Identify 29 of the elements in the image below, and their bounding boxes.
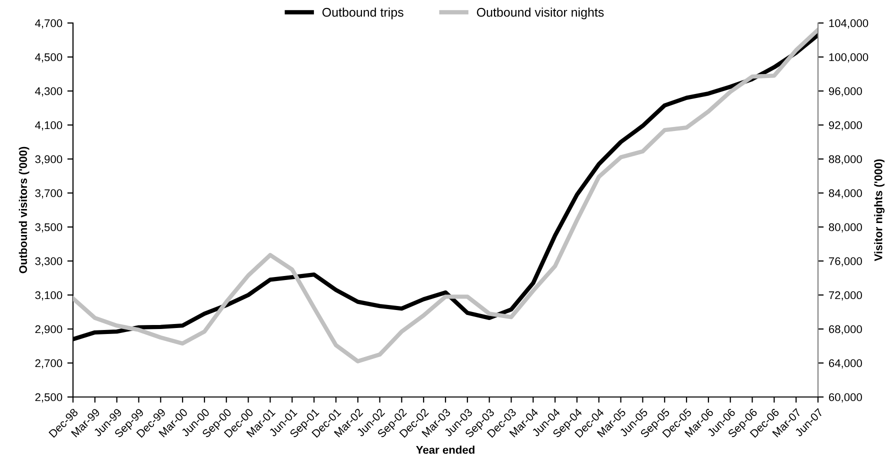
y2-tick-label: 88,000	[828, 155, 862, 164]
y2-tick-label: 84,000	[828, 189, 862, 198]
y2-tick-label: 80,000	[828, 223, 862, 232]
y-tick-label: 3,300	[35, 257, 62, 266]
y2-tick-label: 68,000	[828, 325, 862, 334]
y2-tick-label: 76,000	[828, 257, 862, 266]
y-axis-title: Outbound visitors ('000)	[18, 146, 30, 274]
x-axis-title: Year ended	[416, 446, 474, 454]
legend-label: Outbound visitor nights	[476, 8, 604, 20]
y-tick-label: 4,300	[35, 87, 62, 96]
y-tick-label: 4,500	[35, 53, 62, 62]
y2-tick-label: 60,000	[828, 393, 862, 402]
legend-label: Outbound trips	[322, 8, 404, 20]
y-tick-label: 3,100	[35, 291, 62, 300]
y-tick-label: 2,700	[35, 359, 62, 368]
y-tick-label: 2,500	[35, 393, 62, 402]
y2-tick-label: 64,000	[828, 359, 862, 368]
y2-axis-title: Visitor nights ('000)	[874, 159, 885, 262]
y-tick-label: 2,900	[35, 325, 62, 334]
y-tick-label: 4,700	[35, 19, 62, 28]
y-tick-label: 3,500	[35, 223, 62, 232]
y2-tick-label: 100,000	[829, 53, 868, 62]
y2-tick-label: 92,000	[828, 121, 862, 130]
y-tick-label: 3,700	[35, 189, 62, 198]
y2-tick-label: 104,000	[829, 19, 868, 28]
y2-tick-label: 72,000	[828, 291, 862, 300]
y2-tick-label: 96,000	[828, 87, 862, 96]
y-tick-label: 4,100	[35, 121, 62, 130]
y-tick-label: 3,900	[35, 155, 62, 164]
